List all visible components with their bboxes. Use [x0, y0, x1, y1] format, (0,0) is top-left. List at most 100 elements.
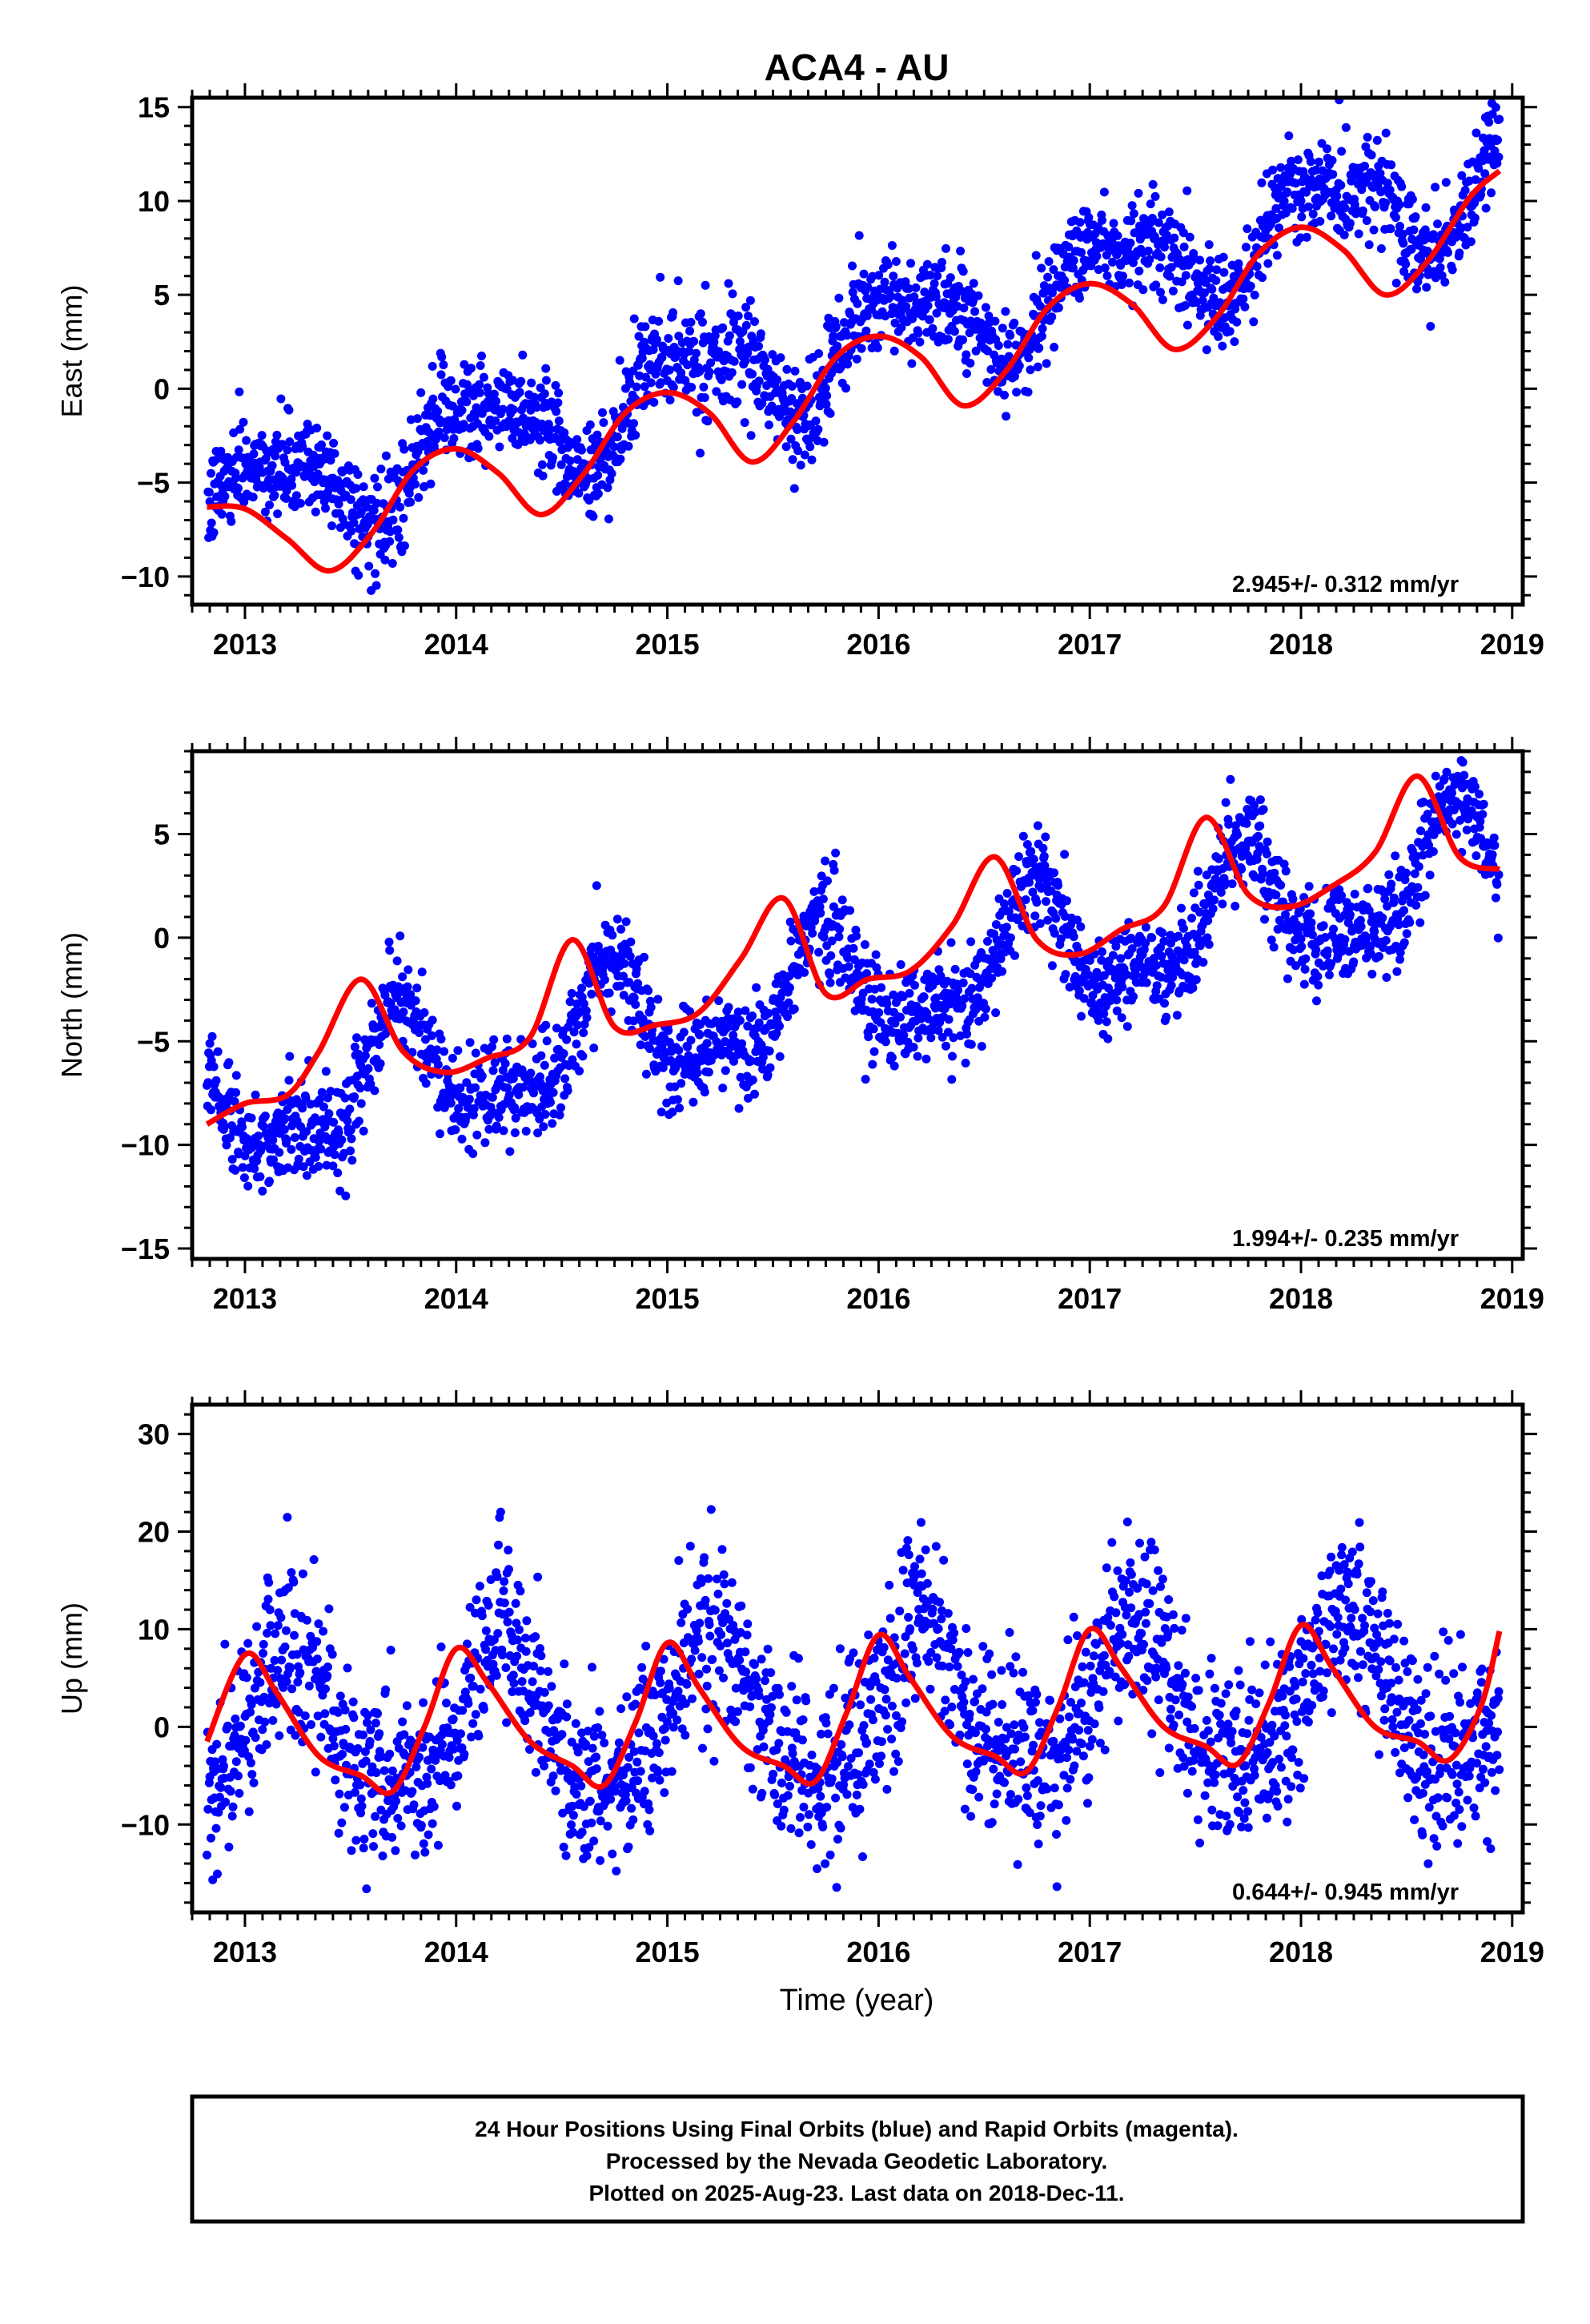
data-point	[862, 311, 872, 320]
data-point	[1311, 165, 1321, 175]
data-point	[1069, 932, 1078, 942]
y-tick-label: 10	[138, 185, 170, 218]
data-point	[1463, 223, 1472, 232]
data-point	[1363, 883, 1373, 893]
data-point	[773, 375, 782, 384]
data-point	[490, 1058, 500, 1068]
data-point	[314, 1162, 323, 1171]
data-point	[1387, 160, 1396, 170]
data-point	[385, 537, 395, 546]
data-point	[598, 408, 607, 417]
data-point	[977, 1042, 986, 1051]
data-point	[1026, 365, 1035, 375]
x-tick-label: 2016	[846, 628, 910, 661]
data-point	[793, 425, 802, 434]
data-point	[1428, 846, 1438, 856]
data-point	[1199, 288, 1209, 298]
data-point	[388, 515, 398, 525]
data-point	[533, 1128, 543, 1138]
data-point	[1043, 272, 1053, 282]
data-point	[714, 996, 724, 1006]
data-point	[845, 309, 855, 319]
data-point	[1401, 259, 1411, 269]
data-point	[403, 982, 412, 991]
data-point	[411, 996, 420, 1006]
data-point	[1134, 188, 1143, 198]
data-point	[1074, 986, 1084, 995]
data-point	[219, 1761, 228, 1771]
data-point	[370, 473, 379, 483]
data-point	[1423, 810, 1432, 819]
data-point	[1460, 770, 1469, 780]
data-point	[415, 1028, 424, 1037]
data-point	[961, 1059, 970, 1068]
data-point	[1419, 798, 1428, 806]
data-point	[421, 1079, 431, 1088]
data-point	[1038, 324, 1047, 333]
data-point	[1399, 938, 1409, 947]
data-point	[1174, 931, 1183, 941]
data-point	[434, 427, 444, 436]
data-point	[1126, 933, 1136, 943]
data-point	[705, 368, 714, 377]
data-point	[1068, 263, 1078, 273]
data-point	[352, 1033, 361, 1043]
data-point	[1143, 246, 1153, 255]
data-point	[258, 1725, 267, 1735]
data-point	[962, 350, 971, 360]
data-point	[1162, 1012, 1171, 1022]
data-point	[542, 1036, 552, 1046]
data-point	[295, 1668, 305, 1678]
data-point	[406, 990, 416, 999]
data-point	[250, 1164, 259, 1173]
data-point	[1159, 936, 1169, 946]
data-point	[1028, 887, 1038, 897]
data-point	[946, 938, 956, 947]
data-point	[489, 1035, 499, 1044]
data-point	[380, 991, 390, 1000]
data-point	[1260, 915, 1269, 924]
data-point	[919, 992, 929, 1002]
data-point	[664, 334, 673, 343]
data-point	[1296, 196, 1306, 206]
data-point	[1129, 991, 1138, 1001]
data-point	[1134, 266, 1144, 275]
data-point	[227, 517, 236, 526]
data-point	[981, 303, 990, 312]
data-point	[1341, 123, 1351, 132]
data-point	[287, 1144, 296, 1154]
data-point	[844, 962, 853, 971]
data-point	[960, 994, 970, 1003]
data-point	[817, 871, 826, 881]
data-point	[1206, 256, 1215, 266]
data-point	[1344, 947, 1354, 956]
data-point	[1221, 798, 1231, 807]
data-point	[933, 271, 942, 280]
data-point	[695, 1030, 705, 1039]
data-point	[327, 521, 336, 531]
data-point	[228, 1802, 238, 1811]
data-point	[1271, 891, 1281, 899]
data-point	[1211, 275, 1221, 285]
data-point	[411, 480, 420, 489]
data-point	[632, 964, 641, 974]
data-point	[330, 448, 339, 458]
data-point	[903, 1037, 913, 1047]
data-point	[1198, 296, 1207, 305]
data-point	[209, 528, 219, 537]
data-point	[874, 1008, 884, 1017]
data-point	[932, 308, 942, 318]
data-point	[1258, 273, 1267, 283]
data-point	[821, 856, 830, 866]
data-point	[1299, 979, 1309, 989]
data-point	[1275, 223, 1284, 233]
data-point	[1372, 135, 1382, 145]
data-point	[488, 1066, 498, 1076]
data-point	[304, 1681, 314, 1691]
data-point	[1252, 262, 1262, 271]
data-point	[862, 969, 872, 979]
data-point	[518, 350, 528, 360]
data-point	[772, 1028, 781, 1038]
data-point	[240, 1151, 250, 1160]
data-point	[263, 1594, 273, 1604]
